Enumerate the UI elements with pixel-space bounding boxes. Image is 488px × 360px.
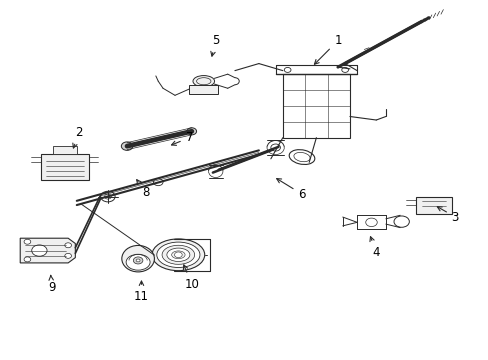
Circle shape [24, 257, 31, 262]
Circle shape [393, 216, 408, 227]
Text: 6: 6 [276, 179, 305, 201]
Text: 5: 5 [210, 34, 219, 56]
Circle shape [270, 144, 280, 151]
Text: 1: 1 [314, 34, 341, 64]
Circle shape [64, 243, 71, 248]
Ellipse shape [171, 251, 184, 259]
Text: 2: 2 [73, 126, 83, 148]
Ellipse shape [166, 248, 189, 261]
Ellipse shape [126, 254, 150, 270]
Ellipse shape [162, 245, 194, 264]
Polygon shape [20, 238, 75, 263]
Circle shape [24, 239, 31, 244]
Text: 9: 9 [48, 275, 56, 294]
Circle shape [64, 253, 71, 258]
Text: 3: 3 [436, 207, 458, 224]
Circle shape [341, 67, 348, 72]
Text: 7: 7 [171, 131, 193, 145]
Bar [53, 147, 77, 153]
Circle shape [121, 142, 133, 150]
Circle shape [133, 257, 142, 264]
Ellipse shape [122, 246, 154, 272]
Circle shape [174, 252, 182, 258]
Ellipse shape [157, 242, 200, 267]
Circle shape [136, 259, 140, 262]
Circle shape [153, 179, 163, 186]
Ellipse shape [152, 239, 204, 271]
Text: 8: 8 [137, 180, 150, 199]
Bar [415, 197, 451, 213]
Text: 4: 4 [369, 237, 379, 259]
Text: 11: 11 [134, 281, 149, 303]
Circle shape [284, 67, 290, 72]
Ellipse shape [193, 76, 214, 87]
Circle shape [32, 245, 47, 256]
Bar [41, 154, 89, 180]
Circle shape [101, 191, 115, 202]
Text: 10: 10 [183, 265, 199, 291]
Circle shape [186, 128, 196, 135]
Bar [189, 85, 218, 94]
Ellipse shape [288, 150, 314, 165]
